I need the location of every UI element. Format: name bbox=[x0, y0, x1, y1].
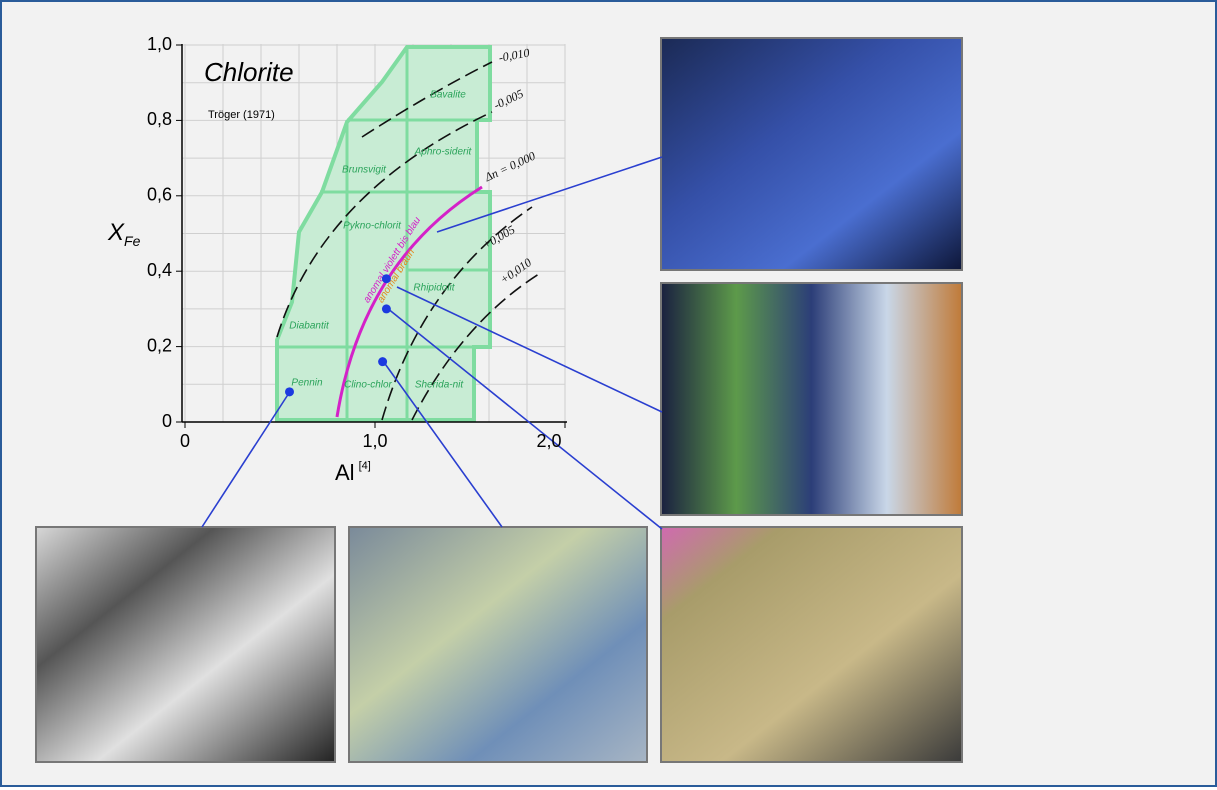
field-label: Sherida-nit bbox=[415, 380, 465, 391]
photo bbox=[348, 526, 648, 763]
source: Tröger (1971) bbox=[208, 109, 275, 121]
y-tick-label: 0,4 bbox=[147, 260, 172, 280]
field-label: Rhipidolit bbox=[413, 283, 455, 294]
point bbox=[381, 274, 391, 284]
photo bbox=[660, 526, 963, 763]
x-label-main: Al bbox=[335, 460, 355, 485]
curve-label: Δn = 0,000 bbox=[482, 149, 538, 185]
y-label-main: X bbox=[107, 219, 125, 246]
field-label: Clino-chlor bbox=[344, 380, 392, 391]
field-label: Brunsvigit bbox=[342, 165, 387, 176]
y-label-sub: Fe bbox=[124, 233, 141, 249]
title: Chlorite bbox=[204, 57, 294, 87]
y-tick-label: 0,2 bbox=[147, 335, 172, 355]
y-tick-label: 0,8 bbox=[147, 109, 172, 129]
photos bbox=[35, 37, 963, 763]
curve-label: -0,010 bbox=[498, 45, 531, 64]
x-tick-label: 1,0 bbox=[362, 431, 387, 451]
point bbox=[378, 357, 388, 367]
photo bbox=[660, 37, 963, 271]
field-label: Aphro-siderit bbox=[414, 147, 473, 158]
point bbox=[381, 304, 391, 314]
field-label: Bavalite bbox=[430, 90, 466, 101]
connectors bbox=[201, 156, 663, 530]
y-tick-label: 0 bbox=[162, 411, 172, 431]
x-tick-label: 0 bbox=[180, 431, 190, 451]
y-tick-label: 1,0 bbox=[147, 34, 172, 54]
y-label: XFe bbox=[107, 219, 141, 248]
curves bbox=[276, 61, 543, 421]
photo bbox=[660, 282, 963, 516]
point bbox=[285, 387, 294, 397]
x-label: Al [4] bbox=[335, 460, 371, 485]
field-label: Pennin bbox=[291, 378, 323, 389]
curve-label: -0,005 bbox=[492, 86, 526, 112]
x-tick-label: 2,0 bbox=[536, 431, 561, 451]
y-tick-label: 0,6 bbox=[147, 185, 172, 205]
field-label: Diabantit bbox=[289, 321, 330, 332]
photo bbox=[35, 526, 336, 763]
field-label: Pykno-chlorit bbox=[343, 221, 402, 232]
x-label-sup: [4] bbox=[359, 460, 371, 472]
